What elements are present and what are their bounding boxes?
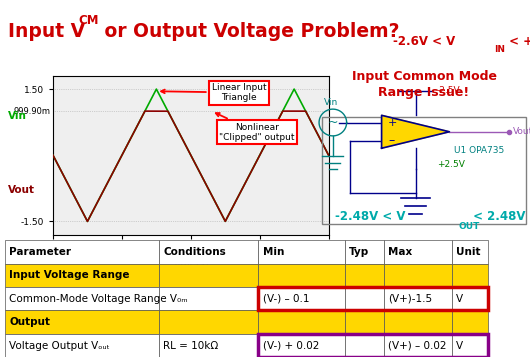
Text: Common-Mode Voltage Range V₀ₘ: Common-Mode Voltage Range V₀ₘ	[10, 294, 188, 304]
Bar	[5, 240, 160, 264]
Text: Vout: Vout	[513, 127, 530, 136]
Bar	[259, 264, 344, 287]
Text: Unit: Unit	[456, 247, 480, 257]
Bar	[384, 334, 452, 357]
Text: Output: Output	[10, 317, 50, 327]
Polygon shape	[382, 115, 449, 148]
Bar	[452, 240, 488, 264]
Text: Vin: Vin	[8, 110, 27, 121]
Text: -2.5V: -2.5V	[437, 86, 461, 95]
Text: Input V: Input V	[8, 22, 85, 41]
Bar	[384, 264, 452, 287]
Text: -2.48V < V: -2.48V < V	[335, 210, 405, 223]
Text: -2.6V < V: -2.6V < V	[393, 35, 455, 48]
Bar	[452, 287, 488, 310]
Bar	[344, 334, 384, 357]
Bar	[452, 310, 488, 334]
X-axis label: Time(s): Time(s)	[172, 258, 209, 268]
Text: OUT: OUT	[459, 222, 480, 231]
Text: (V-) + 0.02: (V-) + 0.02	[263, 341, 319, 351]
Text: +2.5V: +2.5V	[437, 160, 465, 169]
Bar	[344, 264, 384, 287]
Bar	[5, 310, 160, 334]
Bar	[452, 264, 488, 287]
Text: Max: Max	[388, 247, 412, 257]
Bar	[160, 310, 259, 334]
Bar	[384, 287, 452, 310]
Text: < +1.0V: < +1.0V	[505, 35, 530, 48]
Text: (V+) – 0.02: (V+) – 0.02	[388, 341, 446, 351]
Text: Parameter: Parameter	[10, 247, 72, 257]
Text: (V+)-1.5: (V+)-1.5	[388, 294, 432, 304]
Text: CM: CM	[78, 14, 99, 27]
Bar	[344, 287, 384, 310]
Bar	[322, 117, 526, 224]
Bar	[259, 240, 344, 264]
Bar	[160, 240, 259, 264]
Text: or Output Voltage Problem?: or Output Voltage Problem?	[98, 22, 400, 41]
Bar	[344, 240, 384, 264]
Bar	[384, 310, 452, 334]
Bar	[5, 264, 160, 287]
Bar	[452, 334, 488, 357]
Text: V: V	[456, 341, 463, 351]
Text: Voltage Output Vₒᵤₜ: Voltage Output Vₒᵤₜ	[10, 341, 110, 351]
Text: +: +	[388, 117, 398, 127]
Bar	[5, 287, 160, 310]
Text: IN: IN	[494, 45, 505, 55]
Text: Input Voltage Range: Input Voltage Range	[10, 270, 130, 280]
Text: Linear Input
Triangle: Linear Input Triangle	[161, 83, 267, 102]
Bar	[259, 310, 344, 334]
Text: Conditions: Conditions	[163, 247, 226, 257]
Text: U1 OPA735: U1 OPA735	[454, 146, 504, 155]
Text: Typ: Typ	[349, 247, 369, 257]
Bar	[259, 287, 344, 310]
Bar	[259, 334, 488, 357]
Bar	[5, 334, 160, 357]
Text: Vin: Vin	[324, 98, 338, 107]
Text: Min: Min	[263, 247, 284, 257]
Bar	[160, 264, 259, 287]
Text: ~: ~	[328, 116, 338, 129]
Bar	[259, 287, 488, 310]
Text: RL = 10kΩ: RL = 10kΩ	[163, 341, 219, 351]
Bar	[160, 287, 259, 310]
Text: Vout: Vout	[8, 185, 35, 195]
Text: V: V	[456, 294, 463, 304]
Text: 999.90m: 999.90m	[13, 106, 50, 116]
Bar	[160, 334, 259, 357]
Text: (V-) – 0.1: (V-) – 0.1	[263, 294, 309, 304]
Text: Nonlinear
"Clipped" output: Nonlinear "Clipped" output	[216, 113, 295, 142]
Bar	[384, 240, 452, 264]
Bar	[259, 334, 344, 357]
Text: < 2.48V: < 2.48V	[469, 210, 525, 223]
Text: –: –	[388, 135, 394, 148]
Text: Input Common Mode
Range Issue!: Input Common Mode Range Issue!	[351, 70, 497, 99]
Bar	[344, 310, 384, 334]
